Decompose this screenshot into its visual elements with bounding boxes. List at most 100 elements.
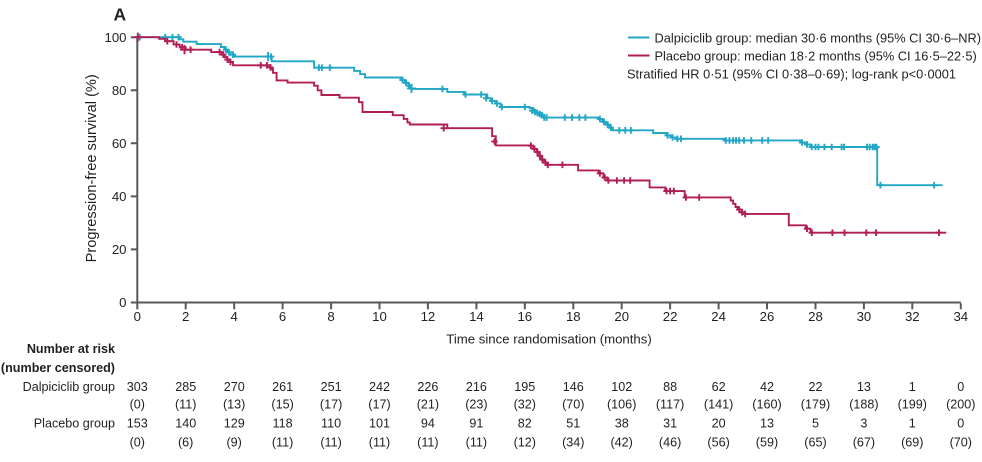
svg-text:60: 60 — [112, 136, 127, 151]
svg-text:91: 91 — [469, 417, 483, 431]
svg-text:(11): (11) — [272, 436, 293, 450]
svg-text:195: 195 — [514, 380, 535, 394]
svg-text:(21): (21) — [417, 398, 439, 412]
svg-text:Placebo group: median 18·2 mon: Placebo group: median 18·2 months (95% C… — [655, 49, 977, 64]
svg-text:Dalpiciclib group: Dalpiciclib group — [23, 380, 115, 394]
svg-text:30: 30 — [857, 309, 872, 324]
svg-text:(46): (46) — [659, 436, 681, 450]
svg-text:(13): (13) — [223, 398, 245, 412]
svg-text:102: 102 — [611, 380, 632, 394]
svg-text:32: 32 — [905, 309, 920, 324]
svg-text:94: 94 — [421, 417, 435, 431]
svg-text:(number censored): (number censored) — [1, 361, 115, 375]
svg-text:(17): (17) — [320, 398, 342, 412]
svg-text:(117): (117) — [656, 398, 684, 412]
svg-text:1: 1 — [909, 417, 916, 431]
svg-text:2: 2 — [182, 309, 189, 324]
svg-text:(59): (59) — [756, 436, 778, 450]
svg-text:(179): (179) — [801, 398, 830, 412]
svg-text:6: 6 — [279, 309, 286, 324]
svg-text:14: 14 — [469, 309, 484, 324]
svg-text:226: 226 — [417, 380, 438, 394]
svg-text:Placebo group: Placebo group — [34, 417, 115, 431]
svg-text:Number at risk: Number at risk — [27, 342, 116, 356]
svg-text:12: 12 — [421, 309, 436, 324]
svg-text:82: 82 — [518, 417, 532, 431]
svg-text:22: 22 — [808, 380, 822, 394]
svg-text:20: 20 — [712, 417, 726, 431]
svg-text:34: 34 — [953, 309, 968, 324]
svg-text:(0): (0) — [130, 398, 145, 412]
svg-text:5: 5 — [812, 417, 819, 431]
svg-text:(12): (12) — [514, 436, 536, 450]
svg-text:(32): (32) — [514, 398, 536, 412]
svg-text:4: 4 — [231, 309, 238, 324]
svg-text:40: 40 — [112, 189, 127, 204]
svg-text:(11): (11) — [175, 398, 196, 412]
svg-text:13: 13 — [760, 417, 774, 431]
svg-text:A: A — [114, 5, 127, 25]
svg-text:(141): (141) — [704, 398, 733, 412]
svg-text:28: 28 — [808, 309, 823, 324]
svg-text:261: 261 — [272, 380, 293, 394]
svg-text:(23): (23) — [465, 398, 487, 412]
svg-text:Progression-free survival (%): Progression-free survival (%) — [84, 74, 100, 262]
svg-text:(65): (65) — [804, 436, 826, 450]
svg-text:(17): (17) — [368, 398, 390, 412]
svg-text:100: 100 — [104, 30, 126, 45]
svg-text:101: 101 — [369, 417, 390, 431]
svg-text:216: 216 — [466, 380, 487, 394]
svg-text:(160): (160) — [752, 398, 781, 412]
svg-text:242: 242 — [369, 380, 390, 394]
svg-text:(70): (70) — [562, 398, 584, 412]
svg-text:(11): (11) — [417, 436, 438, 450]
svg-text:62: 62 — [712, 380, 726, 394]
svg-text:18: 18 — [566, 309, 581, 324]
svg-text:31: 31 — [663, 417, 677, 431]
svg-text:(199): (199) — [898, 398, 927, 412]
svg-text:(11): (11) — [369, 436, 390, 450]
svg-text:3: 3 — [860, 417, 867, 431]
svg-text:303: 303 — [127, 380, 148, 394]
svg-text:88: 88 — [663, 380, 677, 394]
svg-text:Stratified HR 0·51 (95% CI 0·3: Stratified HR 0·51 (95% CI 0·38–0·69); l… — [627, 67, 956, 82]
svg-text:20: 20 — [614, 309, 629, 324]
svg-text:24: 24 — [711, 309, 726, 324]
svg-text:(69): (69) — [901, 436, 923, 450]
svg-text:80: 80 — [112, 83, 127, 98]
svg-text:(15): (15) — [271, 398, 293, 412]
svg-text:0: 0 — [134, 309, 141, 324]
svg-text:118: 118 — [273, 417, 293, 431]
svg-text:146: 146 — [563, 380, 584, 394]
svg-text:10: 10 — [372, 309, 387, 324]
svg-text:(6): (6) — [178, 436, 193, 450]
svg-text:153: 153 — [127, 417, 148, 431]
svg-text:285: 285 — [175, 380, 196, 394]
svg-text:270: 270 — [224, 380, 245, 394]
svg-text:(188): (188) — [849, 398, 878, 412]
svg-text:51: 51 — [566, 417, 580, 431]
svg-text:140: 140 — [175, 417, 196, 431]
svg-text:(42): (42) — [610, 436, 632, 450]
svg-text:16: 16 — [517, 309, 532, 324]
svg-text:42: 42 — [760, 380, 774, 394]
svg-text:20: 20 — [112, 242, 127, 257]
svg-text:(9): (9) — [226, 436, 241, 450]
svg-text:Time since randomisation (mont: Time since randomisation (months) — [446, 331, 651, 346]
svg-text:(11): (11) — [466, 436, 487, 450]
svg-text:(0): (0) — [130, 436, 145, 450]
svg-text:0: 0 — [957, 380, 964, 394]
svg-text:(34): (34) — [562, 436, 584, 450]
svg-text:(70): (70) — [950, 436, 972, 450]
svg-text:26: 26 — [760, 309, 775, 324]
svg-text:129: 129 — [224, 417, 245, 431]
svg-text:1: 1 — [909, 380, 916, 394]
svg-text:(67): (67) — [853, 436, 875, 450]
svg-text:Dalpiciclib group: median 30·6: Dalpiciclib group: median 30·6 months (9… — [655, 31, 981, 46]
svg-text:(200): (200) — [946, 398, 975, 412]
svg-text:22: 22 — [663, 309, 678, 324]
svg-text:8: 8 — [327, 309, 334, 324]
svg-text:(56): (56) — [707, 436, 729, 450]
svg-text:13: 13 — [857, 380, 871, 394]
svg-text:0: 0 — [119, 295, 126, 310]
